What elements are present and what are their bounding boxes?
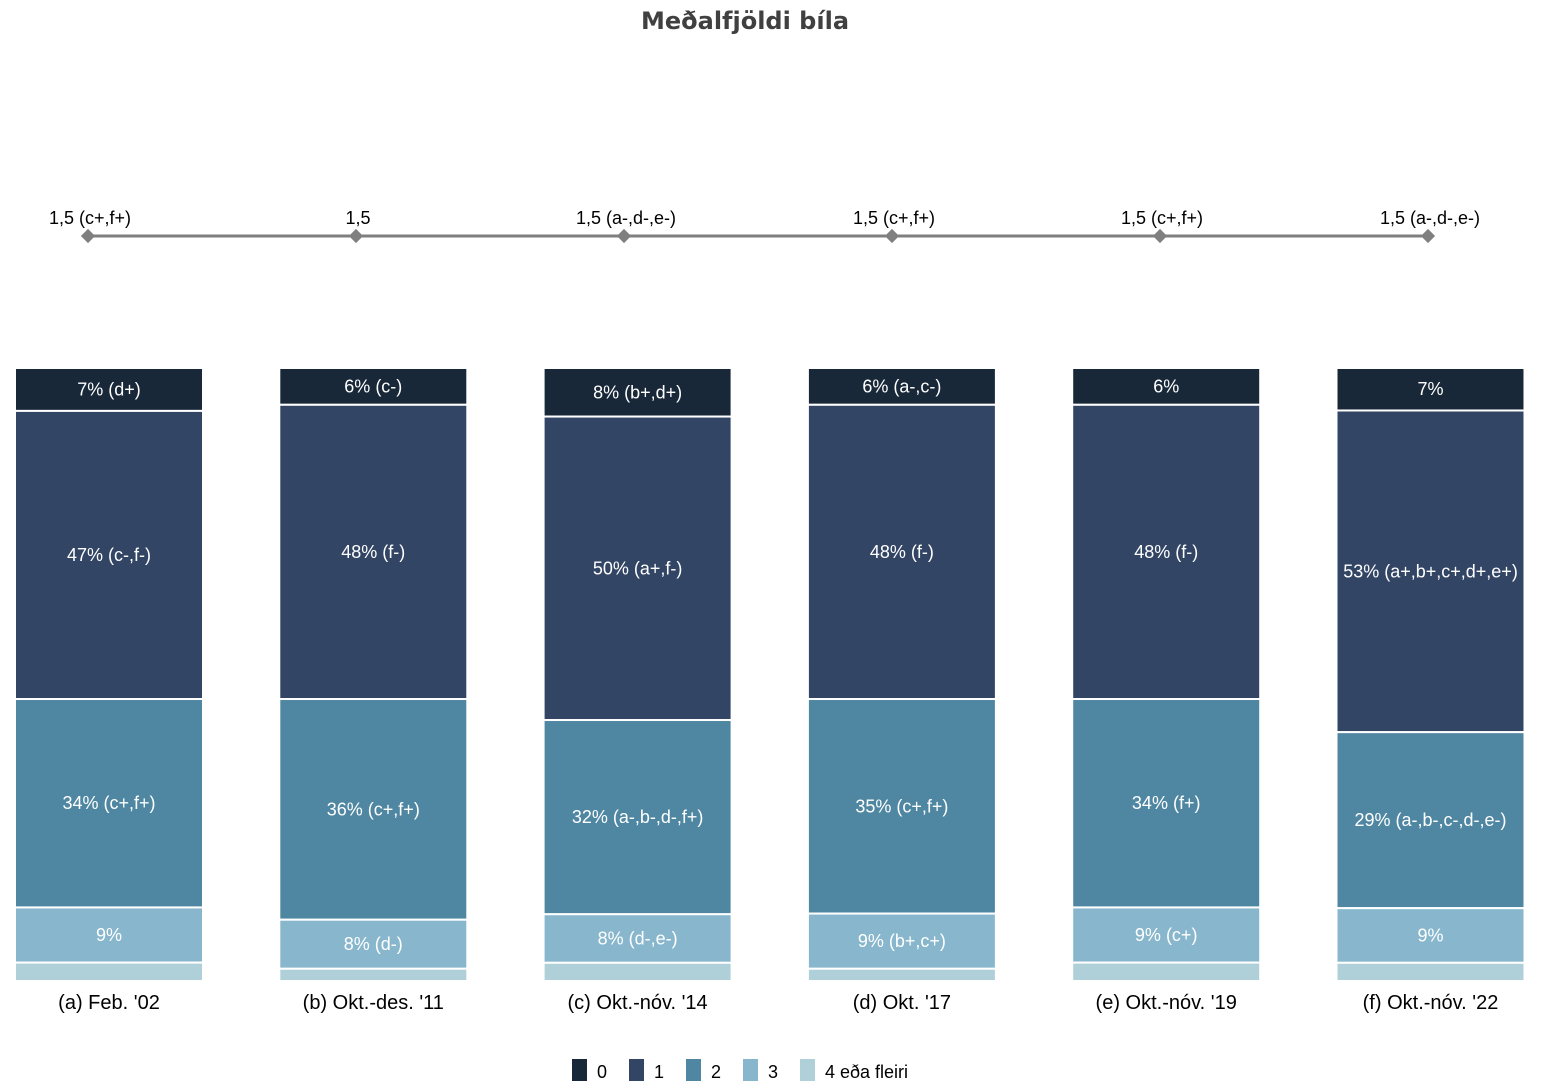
category-labels: (a) Feb. '02 (b) Okt.-des. '11 (c) Okt.-nó… [58, 992, 1498, 1014]
bar-data-label: 7% (d+) [77, 379, 141, 399]
chart-title: Meðalfjöldi bíla [641, 7, 849, 35]
legend: 0 1 2 3 4 eða fleiri [572, 1059, 908, 1082]
bar-segment-2-1 [278, 698, 469, 921]
bar-segment-2-4 [1071, 698, 1262, 909]
mean-label: 1,5 (a-,d-,e-) [576, 208, 676, 228]
bar-data-label: 48% (f-) [341, 542, 405, 562]
legend-label: 0 [597, 1062, 607, 1082]
bar-segment-2-2 [542, 719, 733, 916]
bar-segment-0-1 [278, 367, 469, 406]
bar-data-label: 34% (f+) [1132, 793, 1201, 813]
legend-label: 2 [711, 1062, 721, 1082]
bar-segment-0-3 [806, 367, 997, 406]
bar-segment-3-5 [1335, 907, 1526, 964]
mean-marker [884, 228, 900, 244]
category-label: (a) Feb. '02 [58, 992, 160, 1014]
bar-segment-4-2 [542, 961, 733, 982]
category-label: (d) Okt. '17 [853, 992, 951, 1014]
mean-label: 1,5 (c+,f+) [49, 208, 131, 228]
bars-layer: 7% (d+) 47% (c-,f-) 34% (c+,f+) 9% 6% (c-) 48… [14, 367, 1526, 982]
bar-data-label: 53% (a+,b+,c+,d+,e+) [1343, 561, 1518, 581]
bar-segment-1-4 [1071, 403, 1262, 701]
category-label: (b) Okt.-des. '11 [303, 992, 444, 1014]
bar-data-label: 9% (b+,c+) [858, 931, 946, 951]
legend-swatch [572, 1059, 587, 1081]
bar-data-label: 36% (c+,f+) [327, 799, 420, 819]
bar-segment-1-2 [542, 415, 733, 722]
bar-segment-4-4 [1071, 961, 1262, 982]
bar-data-label: 9% [1417, 925, 1443, 945]
bar-segment-1-1 [278, 403, 469, 701]
bar-segment-4-5 [1335, 961, 1526, 982]
bar-segment-0-2 [542, 367, 733, 418]
bar-data-label: 32% (a-,b-,d-,f+) [572, 807, 704, 827]
bar-segment-1-3 [806, 403, 997, 701]
bar-data-label: 6% [1153, 376, 1179, 396]
mean-marker [1420, 228, 1436, 244]
category-label: (f) Okt.-nóv. '22 [1363, 992, 1499, 1014]
bar-data-label: 7% [1417, 379, 1443, 399]
bar-data-label: 8% (d-,e-) [598, 929, 678, 949]
bar-segment-4-1 [278, 967, 469, 982]
legend-label: 4 eða fleiri [825, 1062, 908, 1082]
legend-label: 3 [768, 1062, 778, 1082]
bar-data-label: 29% (a-,b-,c-,d-,e-) [1354, 810, 1506, 830]
mean-label: 1,5 [345, 208, 370, 228]
bar-data-label: 47% (c-,f-) [67, 545, 151, 565]
legend-label: 1 [654, 1062, 664, 1082]
bar-segment-2-3 [806, 698, 997, 915]
bar-data-label: 9% (c+) [1135, 925, 1198, 945]
bar-segment-2-5 [1335, 731, 1526, 910]
category-label: (e) Okt.-nóv. '19 [1096, 992, 1237, 1014]
bar-data-label: 34% (c+,f+) [62, 793, 155, 813]
mean-label: 1,5 (a-,d-,e-) [1380, 208, 1480, 228]
category-label: (c) Okt.-nóv. '14 [568, 992, 708, 1014]
bar-data-label: 48% (f-) [1134, 542, 1198, 562]
bar-segment-3-1 [278, 918, 469, 970]
mean-marker [1152, 228, 1168, 244]
bar-segment-4-0 [14, 961, 204, 982]
bar-segment-4-3 [806, 967, 997, 982]
bar-data-label: 8% (d-) [344, 934, 403, 954]
bar-data-label: 6% (a-,c-) [862, 376, 941, 396]
bar-segment-1-0 [14, 409, 204, 701]
bar-data-label: 6% (c-) [344, 376, 402, 396]
legend-swatch [629, 1059, 644, 1081]
legend-swatch [743, 1059, 758, 1081]
bar-segment-3-2 [542, 913, 733, 964]
legend-swatch [800, 1059, 815, 1081]
mean-label: 1,5 (c+,f+) [853, 208, 935, 228]
bar-data-label: 50% (a+,f-) [593, 558, 683, 578]
mean-marker [80, 228, 96, 244]
mean-line-layer: 1,5 (c+,f+) 1,5 1,5 (a-,d-,e-) 1,5 (c+,f+) 1… [49, 208, 1480, 244]
bar-data-label: 9% [96, 925, 122, 945]
bar-data-label: 8% (b+,d+) [593, 382, 682, 402]
bar-data-label: 35% (c+,f+) [855, 796, 948, 816]
mean-marker [616, 228, 632, 244]
bar-data-label: 48% (f-) [870, 542, 934, 562]
legend-swatch [686, 1059, 701, 1081]
mean-label: 1,5 (c+,f+) [1121, 208, 1203, 228]
bar-segment-1-5 [1335, 409, 1526, 734]
mean-marker [348, 228, 364, 244]
